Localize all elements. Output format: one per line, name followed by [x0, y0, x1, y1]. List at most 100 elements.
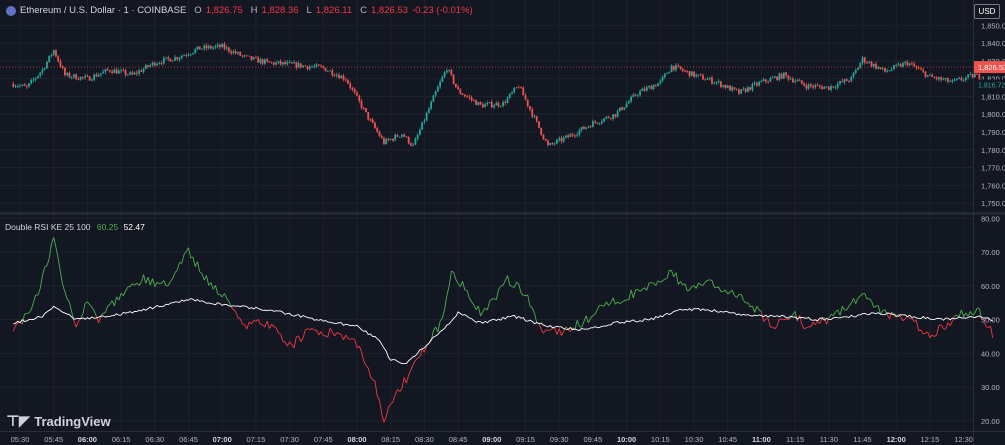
candle-body: [28, 83, 30, 87]
low-value: 1,826.11: [315, 5, 353, 16]
rsi-fast-segment: [664, 277, 668, 280]
candle-body: [931, 74, 934, 77]
candle-body: [650, 86, 653, 90]
rsi-fast-segment: [534, 313, 538, 323]
candle-body: [960, 78, 963, 81]
candle-body: [848, 80, 850, 82]
rsi-fast-segment: [509, 284, 513, 287]
indicator-legend[interactable]: Double RSI KE 25 100 60.25 52.47: [5, 222, 145, 232]
candle-body: [531, 109, 534, 117]
rsi-fast-segment: [848, 302, 852, 307]
candle-body: [376, 128, 379, 132]
candle-body: [288, 62, 291, 63]
rsi-fast-segment: [587, 317, 592, 324]
candle-body: [589, 126, 592, 128]
rsi-fast-segment: [338, 332, 342, 336]
rsi-fast-segment: [397, 389, 400, 392]
candle-body: [317, 64, 320, 66]
candle-body: [771, 77, 774, 79]
candle-body: [392, 138, 394, 141]
symbol-title[interactable]: Ethereum / U.S. Dollar · 1 · COINBASE: [20, 5, 187, 16]
rsi-fast-segment: [882, 309, 886, 312]
rsi-fast-segment: [570, 327, 574, 332]
rsi-fast-segment: [657, 280, 661, 283]
candle-body: [863, 57, 866, 63]
candle-body: [843, 79, 846, 83]
candle-body: [272, 62, 275, 65]
rsi-fast-segment: [513, 281, 517, 288]
time-tick-label: 11:30: [820, 435, 838, 444]
rsi-fast-segment: [628, 289, 632, 301]
candle-body: [263, 59, 266, 64]
candle-body: [580, 126, 583, 131]
high-label: H: [250, 5, 258, 16]
candle-body: [922, 69, 925, 72]
rsi-fast-segment: [877, 305, 881, 315]
rsi-fast-segment: [619, 301, 623, 304]
rsi-fast-segment: [927, 331, 931, 338]
rsi-fast-segment: [53, 237, 57, 248]
candle-body: [120, 70, 122, 72]
candle-body: [55, 50, 57, 57]
rsi-fast-segment: [873, 305, 877, 308]
currency-button[interactable]: USD: [974, 4, 1000, 19]
candle-body: [423, 120, 426, 123]
time-tick-label: 07:15: [247, 435, 266, 444]
candle-body: [756, 83, 758, 86]
candle-body: [902, 63, 904, 67]
rsi-fast-segment: [799, 315, 803, 325]
rsi-fast-segment: [170, 278, 174, 282]
rsi-fast-segment: [817, 320, 821, 324]
rsi-fast-segment: [756, 306, 760, 311]
rsi-fast-segment: [624, 299, 627, 302]
rsi-fast-segment: [383, 416, 387, 423]
tradingview-logo[interactable]: ⊤◤ TradingView: [6, 412, 111, 430]
candle-body: [41, 69, 44, 73]
rsi-fast-segment: [291, 344, 295, 349]
candle-body: [877, 67, 880, 69]
rsi-fast-segment: [55, 247, 59, 259]
rsi-fast-segment: [251, 320, 255, 325]
rsi-fast-segment: [87, 301, 90, 305]
rsi-fast-segment: [51, 237, 55, 244]
candle-body: [380, 136, 383, 138]
rsi-fast-segment: [612, 297, 616, 305]
rsi-fast-segment: [763, 318, 767, 322]
rsi-fast-segment: [527, 294, 531, 307]
rsi-fast-segment: [617, 301, 621, 304]
rsi-fast-segment: [410, 363, 414, 371]
candle-body: [704, 79, 707, 81]
rsi-fast-segment: [403, 377, 407, 384]
rsi-fast-segment: [143, 274, 147, 284]
candle-body: [522, 87, 525, 96]
candle-body: [475, 100, 477, 106]
rsi-fast-segment: [185, 247, 189, 252]
rsi-fast-segment: [44, 265, 48, 268]
rsi-fast-segment: [237, 317, 241, 320]
rsi-fast-segment: [260, 323, 263, 326]
candle-body: [349, 83, 352, 88]
rsi-fast-segment: [376, 396, 380, 401]
rsi-fast-segment: [203, 275, 207, 281]
rsi-fast-segment: [358, 345, 362, 352]
candle-body: [99, 73, 102, 75]
rsi-fast-segment: [381, 413, 385, 423]
rsi-fast-segment: [543, 329, 547, 334]
rsi-fast-segment: [224, 293, 228, 299]
rsi-fast-segment: [871, 300, 875, 308]
brand-name: TradingView: [34, 413, 111, 429]
rsi-fast-segment: [806, 326, 809, 329]
rsi-fast-segment: [257, 319, 261, 325]
candle-body: [859, 63, 862, 68]
candle-body: [666, 73, 668, 75]
rsi-fast-segment: [727, 291, 731, 295]
candle-body: [180, 55, 183, 58]
candle-body: [302, 65, 304, 68]
indicator-name[interactable]: Double RSI KE 25 100: [5, 222, 91, 232]
candle-body: [787, 75, 790, 80]
candle-body: [920, 68, 922, 70]
rsi-fast-segment: [206, 275, 210, 286]
candle-body: [504, 102, 507, 103]
rsi-fast-segment: [666, 269, 670, 279]
